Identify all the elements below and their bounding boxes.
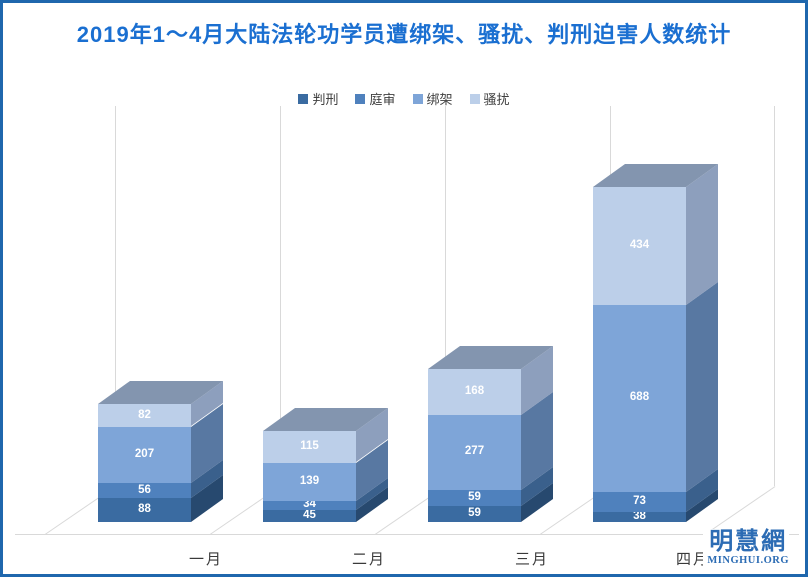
bar-segment-庭审 [428, 489, 521, 506]
vertical-gridline [445, 106, 446, 486]
bar-value-label: 277 [464, 445, 485, 458]
bar-value-label: 168 [464, 384, 485, 397]
bar-segment-骚扰 [428, 368, 521, 415]
vertical-gridline [280, 106, 281, 486]
legend-label: 庭审 [369, 92, 396, 107]
bar-value-label: 434 [629, 238, 650, 251]
legend-item-panxing: 判刑 [298, 89, 338, 108]
bar-segment-庭审 [593, 491, 686, 512]
legend-item-saorao: 骚扰 [469, 89, 510, 108]
bar-segment-side-骚扰 [686, 163, 718, 305]
vertical-gridline [115, 106, 116, 486]
bar-segment-判刑 [263, 509, 356, 522]
bar-value-label: 73 [633, 494, 646, 507]
bar-segment-骚扰 [593, 186, 686, 305]
legend-swatch-icon [355, 93, 366, 104]
bar-segment-庭审 [98, 482, 191, 499]
bar-segment-判刑 [428, 505, 521, 522]
legend-label: 骚扰 [483, 92, 510, 107]
bar-segment-绑架 [98, 426, 191, 483]
bar-value-label: 59 [468, 491, 481, 504]
legend-swatch-icon [412, 93, 423, 104]
chart-area: 88 56 207 82 一月 45 34 139 115 二月 59 59 277 168 三月 38 73 6… [3, 3, 805, 574]
month-label-四月: 四月 [675, 551, 711, 568]
bar-value-label: 688 [629, 391, 650, 404]
minghui-logo: 明慧網 MINGHUI.ORG [703, 527, 789, 566]
month-label-二月: 二月 [351, 551, 387, 568]
month-label-三月: 三月 [514, 551, 550, 568]
legend-label: 判刑 [312, 92, 339, 107]
minghui-logo-cn: 明慧網 [709, 527, 788, 555]
bar-value-label: 45 [303, 509, 316, 522]
bar-value-label: 207 [134, 447, 155, 460]
bar-segment-绑架 [593, 304, 686, 492]
legend: 判刑 庭审 绑架 骚扰 [3, 89, 805, 108]
bar-segment-庭审 [263, 500, 356, 510]
bar-segment-绑架 [263, 462, 356, 501]
bar-value-label: 38 [633, 510, 646, 523]
bar-value-label: 56 [138, 483, 151, 496]
bar-value-label: 59 [468, 507, 481, 520]
legend-item-bangjia: 绑架 [412, 89, 453, 108]
bar-segment-判刑 [593, 511, 686, 522]
bar-segment-判刑 [98, 498, 191, 522]
bar-segment-side-绑架 [686, 281, 718, 492]
floor-front-line [15, 534, 799, 535]
legend-label: 绑架 [426, 92, 453, 107]
bar-segment-骚扰 [263, 431, 356, 463]
bar-value-label: 88 [138, 503, 151, 516]
legend-swatch-icon [469, 93, 480, 104]
bar-segment-骚扰 [98, 404, 191, 427]
minghui-logo-en: MINGHUI.ORG [707, 555, 789, 566]
bar-value-label: 139 [299, 474, 320, 487]
page-title: 2019年1～4月大陆法轮功学员遭绑架、骚扰、判刑迫害人数统计 [76, 22, 732, 47]
month-label-一月: 一月 [188, 551, 224, 568]
bar-value-label: 34 [303, 498, 316, 511]
bar-segment-绑架 [428, 414, 521, 490]
vertical-gridline [774, 106, 775, 486]
bar-value-label: 82 [138, 408, 151, 421]
legend-item-tingshen: 庭审 [355, 89, 396, 108]
legend-swatch-icon [298, 93, 309, 104]
bar-value-label: 115 [300, 440, 319, 453]
